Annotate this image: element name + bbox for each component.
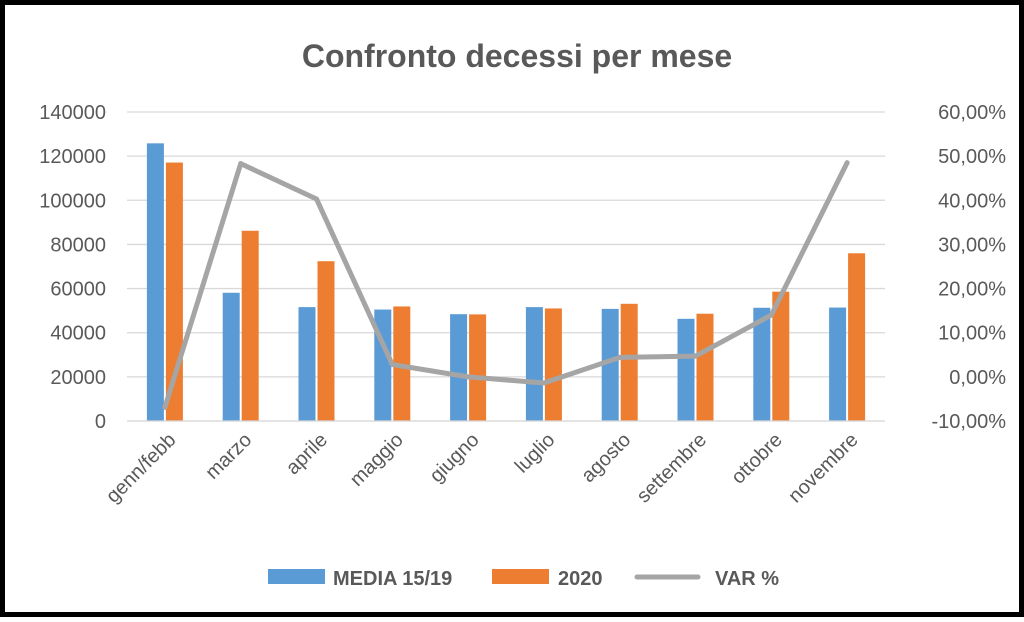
bar-2020 — [620, 303, 638, 421]
legend-swatch-media-15-19 — [268, 569, 325, 584]
x-tick-label: genn/febb — [102, 429, 180, 507]
bar-media-15-19 — [753, 307, 771, 421]
y-right-tick-label: 60,00% — [938, 102, 1006, 124]
point-var — [844, 160, 850, 166]
bar-2020 — [544, 308, 562, 421]
x-tick-label: aprile — [282, 429, 332, 479]
chart-title: Confronto decessi per mese — [302, 38, 732, 74]
point-var — [541, 380, 547, 386]
y-right-tick-label: 40,00% — [938, 190, 1006, 212]
y-left-tick-label: 0 — [95, 411, 106, 433]
point-var — [162, 404, 168, 410]
y-left-tick-label: 80000 — [50, 234, 106, 256]
legend-label-media-15-19: MEDIA 15/19 — [333, 568, 452, 590]
point-var — [617, 354, 623, 360]
bar-2020 — [772, 291, 790, 421]
bars — [146, 143, 866, 421]
y-left-tick-label: 120000 — [39, 146, 106, 168]
y-right-tick-label: 10,00% — [938, 323, 1006, 345]
legend-label-var: VAR % — [715, 568, 779, 590]
point-var — [768, 312, 774, 318]
bar-media-15-19 — [450, 314, 468, 421]
x-tick-label: settembre — [633, 429, 711, 507]
bar-2020 — [696, 313, 714, 421]
y-right-tick-label: 0,00% — [949, 367, 1006, 389]
bar-media-15-19 — [222, 292, 240, 421]
point-var — [238, 161, 244, 167]
bar-2020 — [848, 253, 866, 421]
y-left-tick-label: 20000 — [50, 367, 106, 389]
point-var — [465, 374, 471, 380]
line-var — [162, 160, 850, 410]
bar-media-15-19 — [146, 143, 164, 421]
x-tick-label: agosto — [577, 429, 635, 487]
bar-media-15-19 — [677, 318, 695, 421]
var-line — [162, 160, 850, 410]
point-var — [314, 196, 319, 202]
chart: Confronto decessi per mese 0 20000 40000 60… — [39, 38, 1007, 590]
x-tick-label: novembre — [784, 429, 862, 507]
y-left-tick-label: 100000 — [39, 190, 106, 212]
legend: MEDIA 15/19 2020 VAR % — [268, 568, 779, 590]
y-left-tick-label: 60000 — [50, 279, 106, 301]
y-right-tick-label: -10,00% — [932, 411, 1007, 433]
x-tick-label: ottobre — [727, 429, 787, 489]
bar-2020 — [317, 261, 335, 421]
y-left-tick-label: 140000 — [39, 102, 106, 124]
bar-2020 — [241, 230, 259, 421]
y-left-tick-label: 40000 — [50, 323, 106, 345]
legend-swatch-2020 — [492, 569, 549, 584]
x-tick-label: maggio — [346, 429, 408, 491]
bar-media-15-19 — [298, 307, 316, 421]
gridlines — [127, 111, 885, 422]
point-var — [693, 353, 698, 359]
x-tick-label: luglio — [511, 429, 560, 478]
y-right-tick-label: 30,00% — [938, 234, 1006, 256]
y-right-tick-label: 50,00% — [938, 146, 1006, 168]
legend-label-2020: 2020 — [558, 568, 603, 590]
bar-media-15-19 — [601, 308, 619, 421]
bar-media-15-19 — [525, 307, 543, 421]
bar-media-15-19 — [829, 307, 847, 421]
point-var — [389, 361, 395, 367]
x-tick-label: marzo — [201, 429, 256, 484]
bar-2020 — [469, 314, 487, 421]
y-right-tick-label: 20,00% — [938, 279, 1006, 301]
x-tick-label: giugno — [426, 429, 484, 487]
